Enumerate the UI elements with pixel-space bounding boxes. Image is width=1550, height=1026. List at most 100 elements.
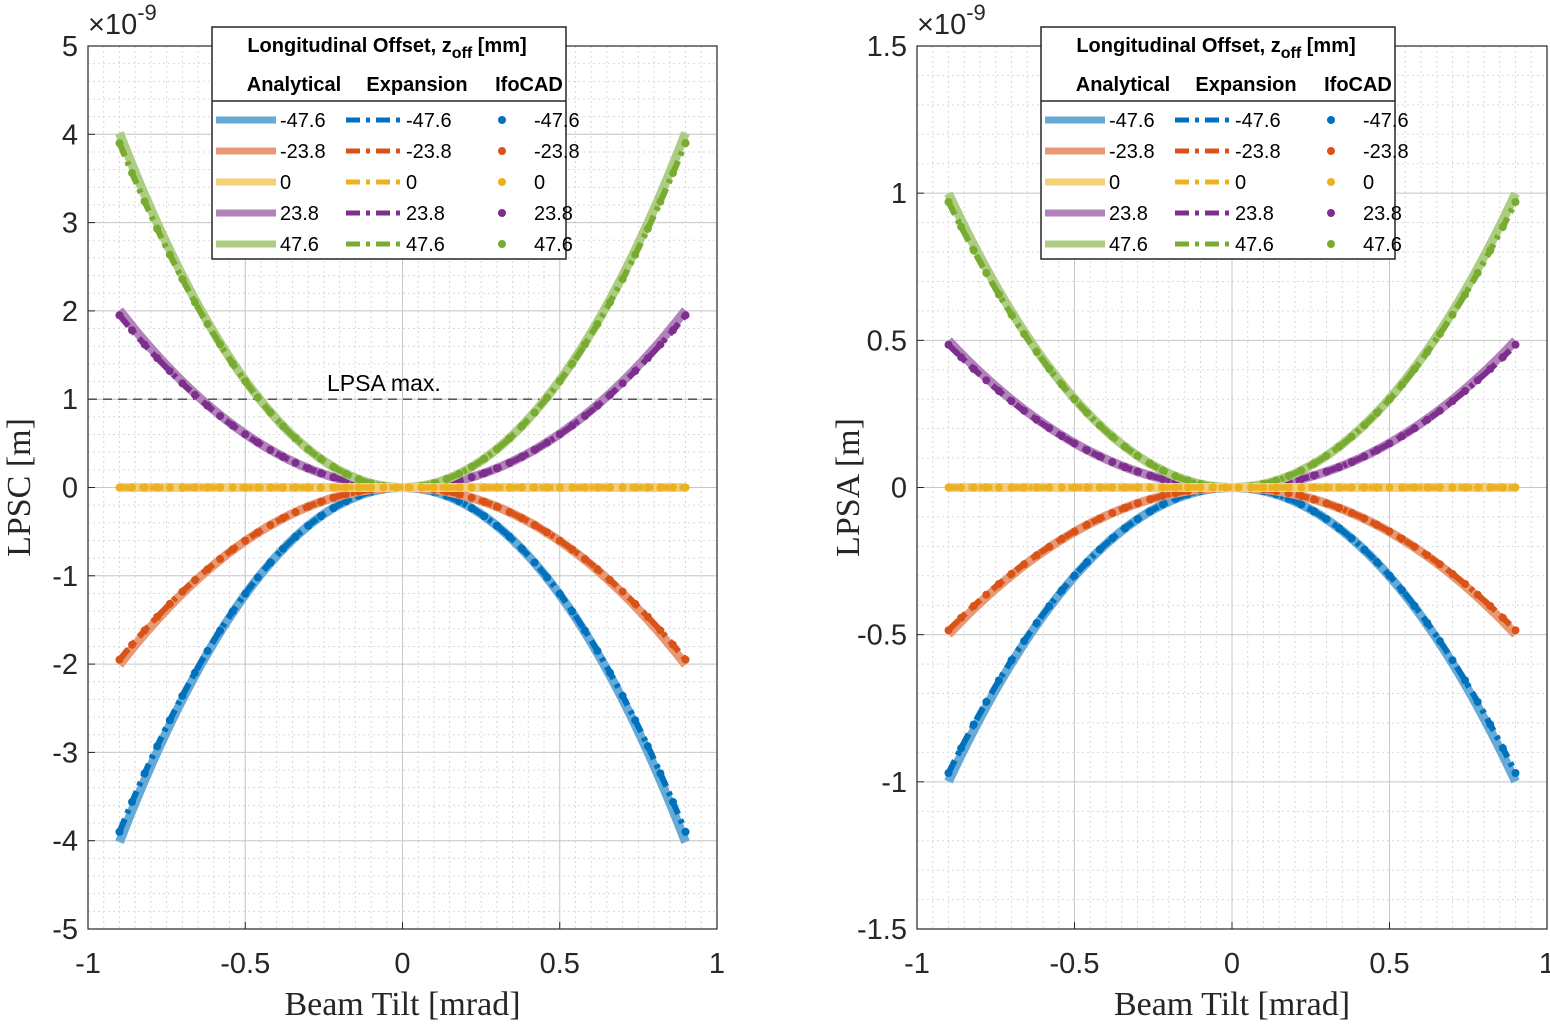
- ifocad-point: [480, 469, 489, 478]
- ifocad-point: [316, 469, 325, 478]
- ifocad-point: [329, 462, 338, 471]
- ifocad-point: [1322, 483, 1331, 492]
- ifocad-point: [580, 626, 589, 635]
- ifocad-point: [165, 367, 174, 376]
- x-tick-label: -1: [904, 948, 930, 980]
- ifocad-point: [367, 483, 376, 492]
- ifocad-point: [1448, 310, 1457, 319]
- ifocad-point: [568, 359, 577, 368]
- ifocad-point: [1398, 380, 1407, 389]
- ifocad-point: [1398, 432, 1407, 441]
- ifocad-point: [1347, 432, 1356, 441]
- ifocad-point: [1498, 222, 1507, 231]
- ifocad-point: [266, 483, 275, 492]
- ifocad-point: [1473, 269, 1482, 278]
- ifocad-point: [316, 497, 325, 506]
- ifocad-point: [681, 311, 690, 320]
- ifocad-point: [128, 483, 137, 492]
- ifocad-point: [304, 521, 313, 530]
- ifocad-point: [631, 599, 640, 608]
- ifocad-point: [1410, 602, 1419, 611]
- ifocad-point: [606, 298, 615, 307]
- ifocad-point: [1095, 452, 1104, 461]
- ifocad-point: [115, 483, 124, 492]
- x-tick-label: 0: [394, 948, 410, 980]
- ifocad-point: [492, 483, 501, 492]
- legend-ifocad-label: 23.8: [1363, 203, 1402, 225]
- legend-title-main: Longitudinal Offset, z: [1076, 35, 1280, 57]
- ifocad-point: [115, 827, 124, 836]
- ifocad-point: [555, 483, 564, 492]
- ifocad-point: [1057, 380, 1066, 389]
- ifocad-point: [580, 411, 589, 420]
- ifocad-point: [140, 626, 149, 635]
- legend-analytical-label: 23.8: [1109, 203, 1148, 225]
- ifocad-point: [994, 676, 1003, 685]
- ifocad-point: [994, 483, 1003, 492]
- ifocad-point: [291, 508, 300, 517]
- ifocad-point: [580, 483, 589, 492]
- ifocad-point: [1385, 395, 1394, 404]
- ifocad-point: [203, 483, 212, 492]
- ifocad-point: [1070, 439, 1079, 448]
- expansion-line: [946, 342, 1518, 491]
- ifocad-point: [568, 607, 577, 616]
- ifocad-point: [153, 354, 162, 363]
- ifocad-point: [165, 599, 174, 608]
- ifocad-point: [1461, 483, 1470, 492]
- ifocad-point: [241, 377, 250, 386]
- legend-ifocad-label: 0: [534, 172, 545, 194]
- ifocad-point: [153, 224, 162, 233]
- ifocad-point: [291, 458, 300, 467]
- ifocad-point: [969, 720, 978, 729]
- ifocad-point: [1007, 569, 1016, 578]
- ifocad-point: [1461, 290, 1470, 299]
- ifocad-point: [1120, 503, 1129, 512]
- ifocad-point: [555, 430, 564, 439]
- ifocad-point: [1057, 483, 1066, 492]
- expansion-line: [116, 484, 689, 834]
- ifocad-point: [1045, 483, 1054, 492]
- ifocad-point: [668, 169, 677, 178]
- ifocad-point: [1335, 463, 1344, 472]
- y-tick-label: -1.5: [857, 914, 907, 946]
- ifocad-point: [165, 483, 174, 492]
- ifocad-point: [681, 827, 690, 836]
- ifocad-point: [631, 250, 640, 259]
- ifocad-point: [1423, 483, 1432, 492]
- legend-expansion-label: -23.8: [406, 141, 452, 163]
- ifocad-point: [1309, 471, 1318, 480]
- ifocad-point: [1020, 406, 1029, 415]
- ifocad-point: [1032, 348, 1041, 357]
- ifocad-point: [518, 452, 527, 461]
- ifocad-point: [1095, 545, 1104, 554]
- ifocad-point: [1347, 508, 1356, 517]
- ifocad-point: [1158, 483, 1167, 492]
- ifocad-point: [178, 691, 187, 700]
- ifocad-point: [982, 483, 991, 492]
- y-exponent-power: -9: [137, 0, 157, 25]
- legend-ifocad-label: 0: [1363, 172, 1374, 194]
- ifocad-point: [1146, 483, 1155, 492]
- ifocad-point: [1335, 524, 1344, 533]
- ifocad-point: [304, 483, 313, 492]
- ifocad-point: [668, 797, 677, 806]
- ifocad-point: [304, 445, 313, 454]
- ifocad-point: [228, 545, 237, 554]
- ifocad-point: [643, 742, 652, 751]
- ifocad-point: [1322, 451, 1331, 460]
- ifocad-point: [1448, 656, 1457, 665]
- ifocad-point: [1284, 483, 1293, 492]
- ifocad-point: [969, 483, 978, 492]
- ifocad-point: [593, 401, 602, 410]
- legend-ifocad-label: -23.8: [1363, 141, 1409, 163]
- y-tick-label: 0.5: [867, 325, 907, 357]
- ifocad-point: [1372, 446, 1381, 455]
- ifocad-point: [1108, 508, 1117, 517]
- legend-expansion-label: 47.6: [1235, 234, 1274, 256]
- ifocad-point: [568, 421, 577, 430]
- ifocad-point: [304, 502, 313, 511]
- ifocad-point: [580, 555, 589, 564]
- ifocad-point: [115, 311, 124, 320]
- y-tick-label: -0.5: [857, 620, 907, 652]
